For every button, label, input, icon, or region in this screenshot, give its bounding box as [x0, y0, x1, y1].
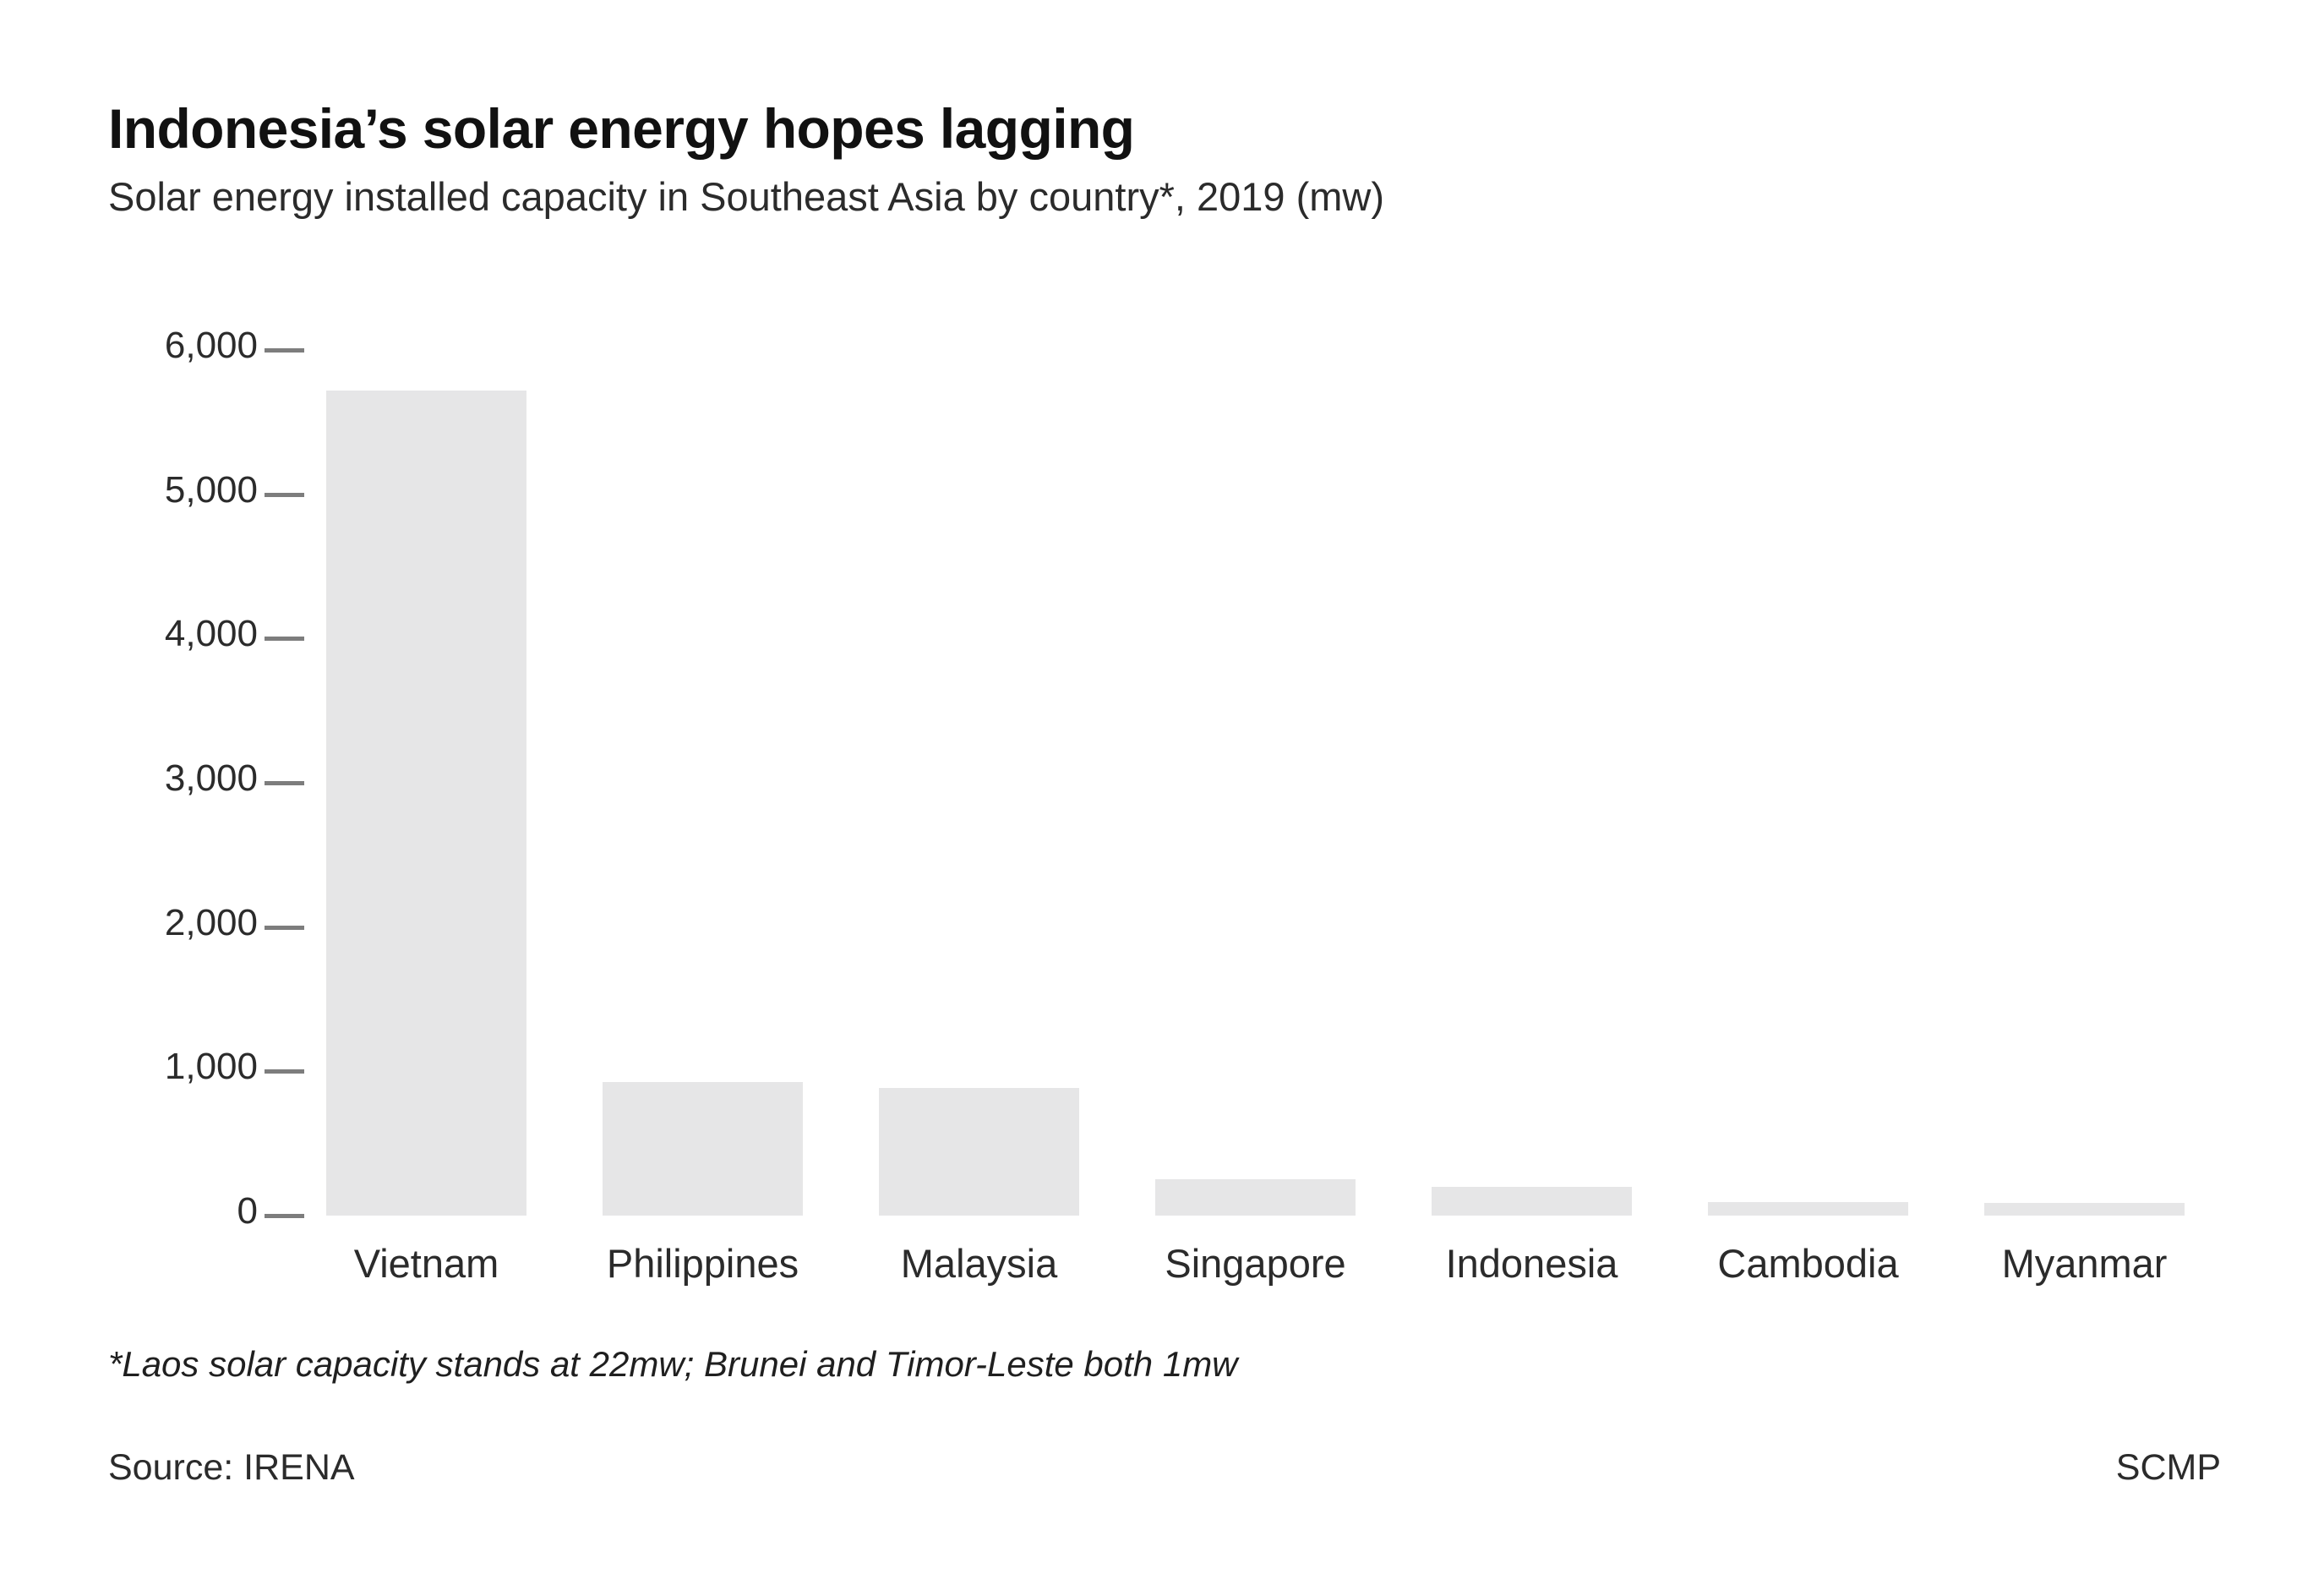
x-axis-label-cambodia: Cambodia [1717, 1241, 1899, 1286]
bar-group[interactable]: Singapore [1155, 0, 1356, 1286]
bar-malaysia[interactable] [879, 1088, 1079, 1216]
x-axis-label-indonesia: Indonesia [1445, 1241, 1618, 1286]
chart-footer: Source: IRENA SCMP [108, 1447, 2221, 1489]
bar-singapore[interactable] [1155, 1178, 1356, 1216]
y-axis-tick-label: 3,000 [164, 757, 258, 799]
bar-myanmar[interactable] [1984, 1202, 2185, 1216]
bar-indonesia[interactable] [1432, 1186, 1632, 1216]
y-axis-tick-mark [265, 925, 304, 930]
chart-subtitle: Solar energy installed capacity in South… [108, 173, 1385, 219]
bar-group[interactable]: Indonesia [1432, 0, 1632, 1286]
credit-label: SCMP [2115, 1447, 2221, 1488]
y-axis-tick-mark [265, 348, 304, 353]
y-axis-tick-mark [265, 492, 304, 497]
x-axis-label-myanmar: Myanmar [2001, 1241, 2168, 1286]
chart-footnote: *Laos solar capacity stands at 22mw; Bru… [108, 1344, 1238, 1384]
y-axis-tick-label: 5,000 [164, 468, 258, 511]
y-axis-tick-mark [265, 1069, 304, 1074]
y-axis-tick-label: 1,000 [164, 1046, 258, 1088]
bar-group[interactable]: Myanmar [1984, 0, 2185, 1286]
y-axis-tick-label: 6,000 [164, 325, 258, 366]
chart-header: Indonesia’s solar energy hopes lagging S… [108, 97, 2221, 220]
x-axis-label-vietnam: Vietnam [353, 1241, 499, 1286]
x-axis-label-singapore: Singapore [1165, 1241, 1346, 1286]
bar-group[interactable]: Cambodia [1708, 0, 1908, 1286]
y-axis-tick-mark [265, 637, 304, 642]
bar-group[interactable]: Malaysia [879, 0, 1079, 1286]
y-axis-tick-mark [265, 1214, 304, 1218]
x-axis-label-malaysia: Malaysia [900, 1241, 1058, 1286]
bar-philippines[interactable] [603, 1082, 803, 1216]
bar-group[interactable]: Vietnam [326, 0, 526, 1286]
y-axis-tick-label: 4,000 [164, 613, 258, 655]
y-axis: 0 1,000 2,000 3,000 4,000 5,000 6,000 [0, 0, 321, 1585]
source-label: Source: IRENA [108, 1447, 355, 1488]
x-axis-label-philippines: Philippines [606, 1241, 799, 1286]
bar-group[interactable]: Philippines [603, 0, 803, 1286]
bar-vietnam[interactable] [326, 390, 526, 1216]
y-axis-tick-mark [265, 781, 304, 785]
page-title: Indonesia’s solar energy hopes lagging [108, 97, 1135, 160]
bar-cambodia[interactable] [1708, 1201, 1908, 1216]
y-axis-tick-label: 2,000 [164, 901, 258, 943]
y-axis-tick-label: 0 [237, 1190, 258, 1232]
